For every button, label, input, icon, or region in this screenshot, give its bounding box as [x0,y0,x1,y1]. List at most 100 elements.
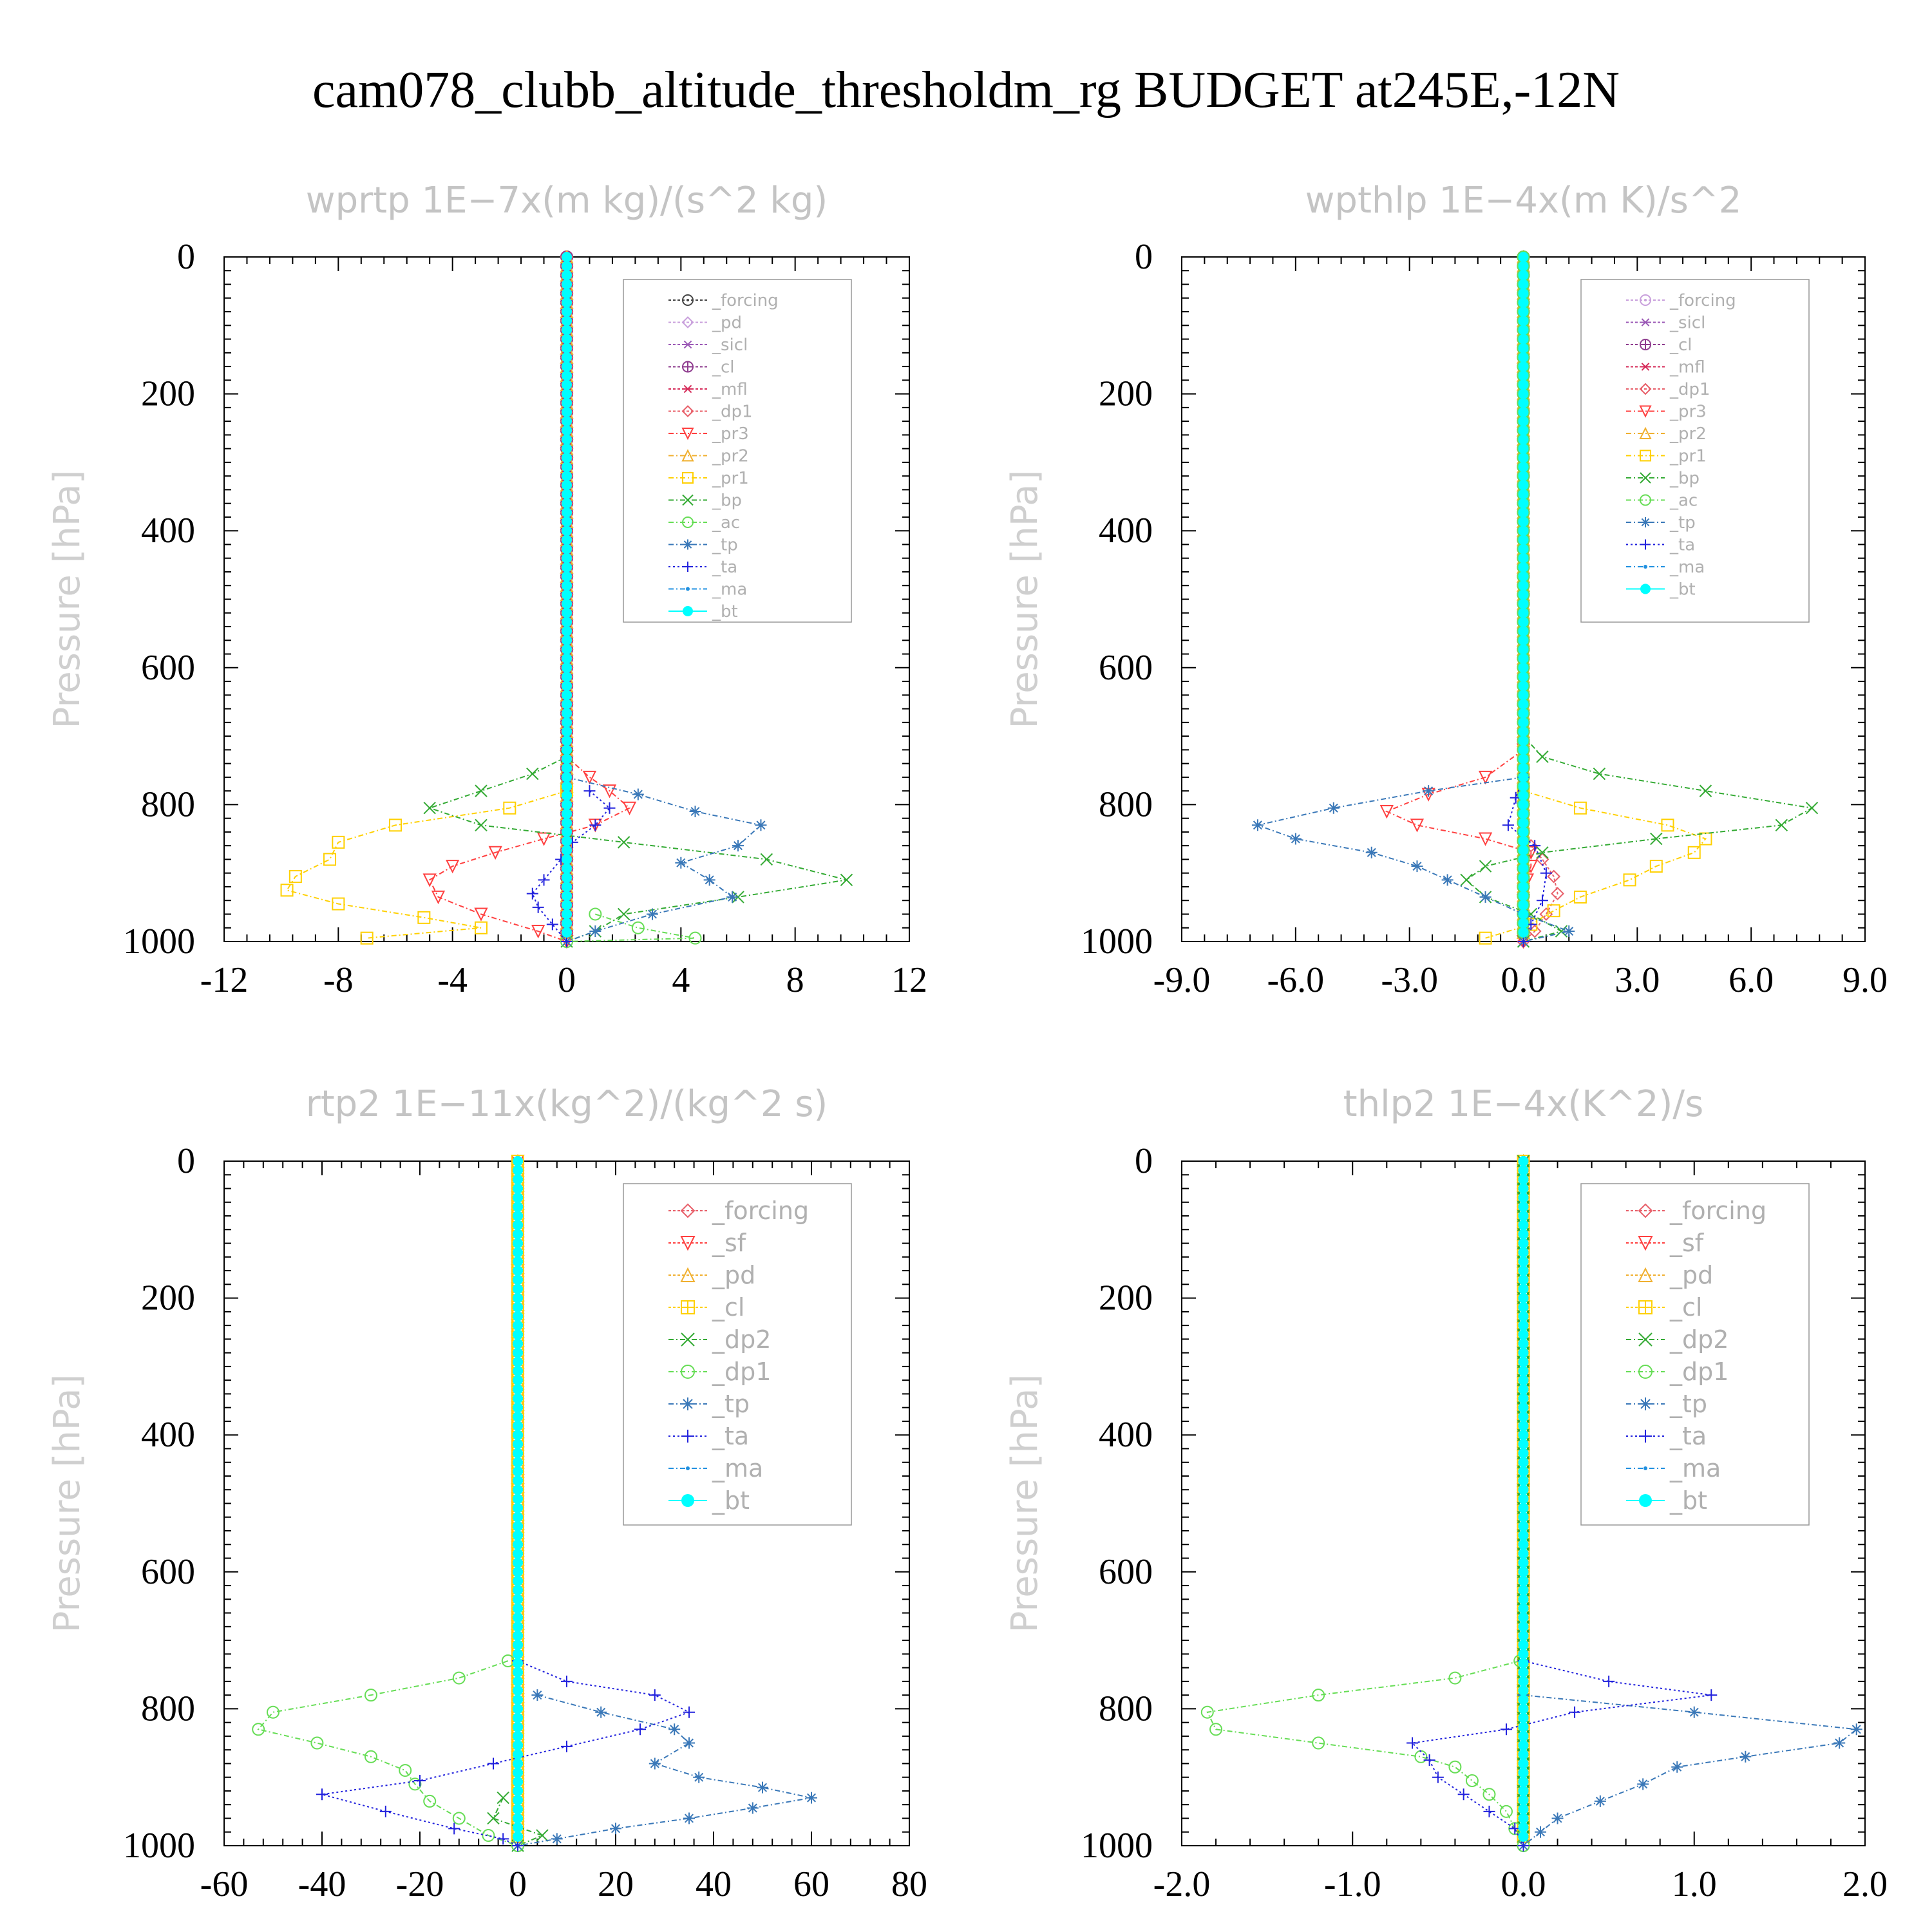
data-point [1540,867,1552,879]
data-point [513,1548,523,1559]
data-point [513,1356,523,1367]
data-point [1518,325,1529,336]
legend-label: _pr2 [712,447,749,466]
data-point [1441,874,1454,886]
data-point [1518,1247,1529,1258]
series-line [257,1660,518,1846]
y-tick-label: 800 [141,784,195,824]
data-point [1518,498,1529,509]
data-point [1518,1457,1529,1468]
y-tick-label: 1000 [123,1826,195,1866]
data-point [562,735,572,746]
data-point [513,1347,523,1358]
data-point [1518,1649,1529,1660]
data-point [538,874,550,886]
data-point [1518,1758,1529,1769]
data-point [1518,1293,1529,1303]
data-point [1518,1520,1529,1531]
data-point [562,872,572,883]
data-point [551,1833,563,1845]
data-point [446,860,460,874]
data-point [513,1156,523,1166]
data-point [562,845,572,856]
data-point [562,790,572,801]
legend-label: _bt [712,1486,750,1515]
data-point [683,1706,695,1718]
x-tick-label: -2.0 [1153,1864,1211,1904]
data-point [1518,918,1529,929]
data-point [310,1736,324,1750]
series-line [321,1660,691,1846]
panel-title: rtp2 1E−11x(kg^2)/(kg^2 s) [306,1083,828,1125]
data-point [562,416,572,427]
data-point [562,598,572,609]
data-point [1518,416,1529,427]
data-point [513,1329,523,1340]
data-point [622,801,637,815]
legend-label: _ma [1669,558,1705,577]
data-point [562,434,572,445]
data-point [513,1813,523,1824]
data-point [1547,904,1560,918]
y-tick-label: 800 [141,1689,195,1728]
data-point [497,1833,509,1845]
data-point [1623,873,1636,887]
data-point [1518,580,1529,591]
series-ta [1502,771,1552,947]
panel-title: wprtp 1E−7x(m kg)/(s^2 kg) [306,180,828,222]
series-line [517,1694,812,1846]
legend-label: _ta [1669,1422,1707,1450]
data-point [513,1430,523,1441]
legend-label: _forcing [1669,291,1736,310]
data-point [1518,1329,1529,1340]
data-point [562,562,572,573]
data-point [582,770,597,785]
data-point [513,1274,523,1285]
data-point [1518,681,1529,692]
legend-label: _forcing [712,1197,809,1225]
legend-label: _cl [712,1293,744,1321]
legend-label: _tp [1669,1390,1707,1418]
data-point [1518,626,1529,637]
data-point [562,307,572,317]
data-point [1850,1723,1862,1736]
data-point [513,1475,523,1486]
y-tick-label: 400 [141,511,195,551]
data-point [583,785,596,797]
data-point [1518,406,1529,417]
legend-label: _sf [712,1229,747,1257]
data-point [1518,1256,1529,1267]
data-point [1518,1676,1529,1687]
data-point [1518,1511,1529,1522]
x-tick-label: 9.0 [1842,960,1888,1000]
legend-entry: _dp1 [668,402,753,422]
data-point [1518,1338,1529,1349]
data-point [562,379,572,390]
data-point [1833,1737,1846,1749]
y-tick-label: 0 [177,237,195,277]
data-point [1518,434,1529,445]
legend: _forcing _pd _sicl _cl _mfl _dp1_pr3 _pr2 _pr1 _… [623,279,852,623]
series-line [1255,776,1571,942]
data-point [1518,1448,1529,1459]
legend-label: _sicl [1669,314,1705,333]
data-point [562,772,572,782]
x-tick-label: -1.0 [1324,1864,1381,1904]
legend-label: _dp1 [1669,380,1710,399]
data-point [1518,1356,1529,1367]
x-tick-label: 0 [558,960,576,1000]
data-point [562,836,572,847]
legend-label: _bt [1669,580,1696,600]
data-point [1518,452,1529,463]
chart-panel-4: thlp2 1E−4x(K^2)/s Pressure [hPa] -2.0 -1.0… [1004,1083,1888,1904]
legend-box [623,279,852,623]
data-point [1518,1640,1529,1651]
data-point [668,1723,681,1736]
x-tick-label: 0 [509,1864,527,1904]
data-point [1518,1767,1529,1778]
data-point [562,626,572,637]
data-point [562,334,572,345]
data-point [513,1640,523,1651]
data-point [602,784,617,799]
data-point [1479,860,1492,873]
